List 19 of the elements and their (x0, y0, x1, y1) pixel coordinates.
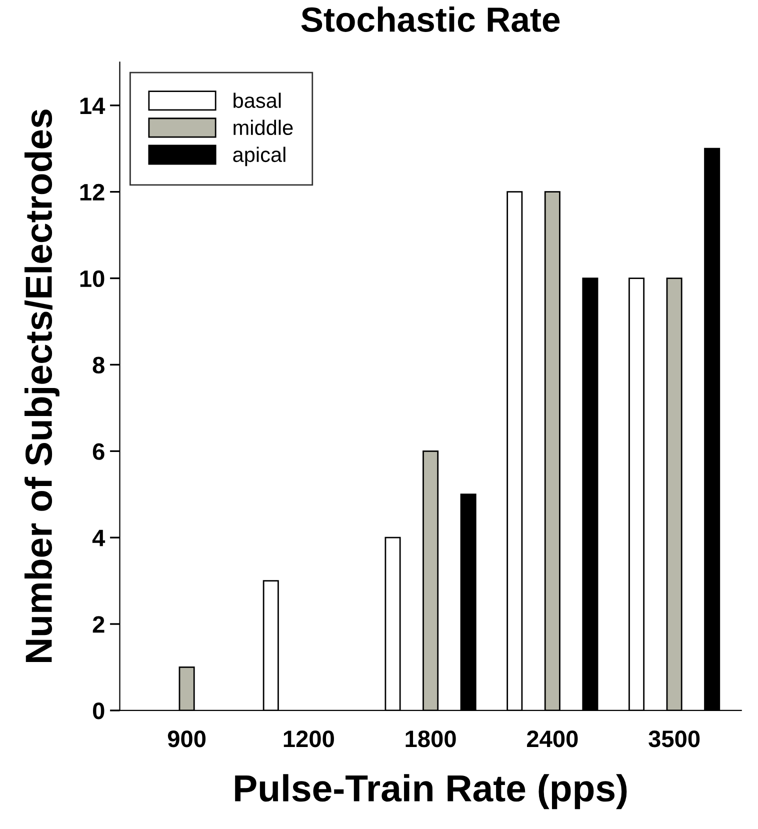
x-tick-label: 3500 (648, 730, 700, 748)
y-axis-title: Number of Subjects/Electrodes (24, 110, 60, 662)
y-tick-label: 0 (92, 702, 104, 720)
y-tick-label: 2 (92, 616, 104, 633)
x-axis-title: Pulse-Train Rate (pps) (235, 774, 627, 810)
x-tick-label: 1800 (406, 730, 456, 748)
x-tick-label: 1200 (284, 730, 334, 748)
y-tick-label: 10 (80, 270, 104, 288)
y-tick-label: 12 (80, 184, 104, 200)
y-tick-label: 14 (80, 98, 106, 114)
y-tick-label: 8 (92, 356, 104, 374)
y-tick-label: 4 (92, 530, 106, 546)
chart-title: Stochastic Rate (301, 6, 560, 32)
y-tick-label: 6 (92, 443, 104, 460)
legend-label: basal (234, 92, 281, 108)
legend-label: middle (234, 120, 293, 136)
legend-label: apical (233, 146, 286, 166)
x-tick-label: 2400 (526, 730, 578, 748)
x-tick-label: 900 (168, 730, 206, 748)
